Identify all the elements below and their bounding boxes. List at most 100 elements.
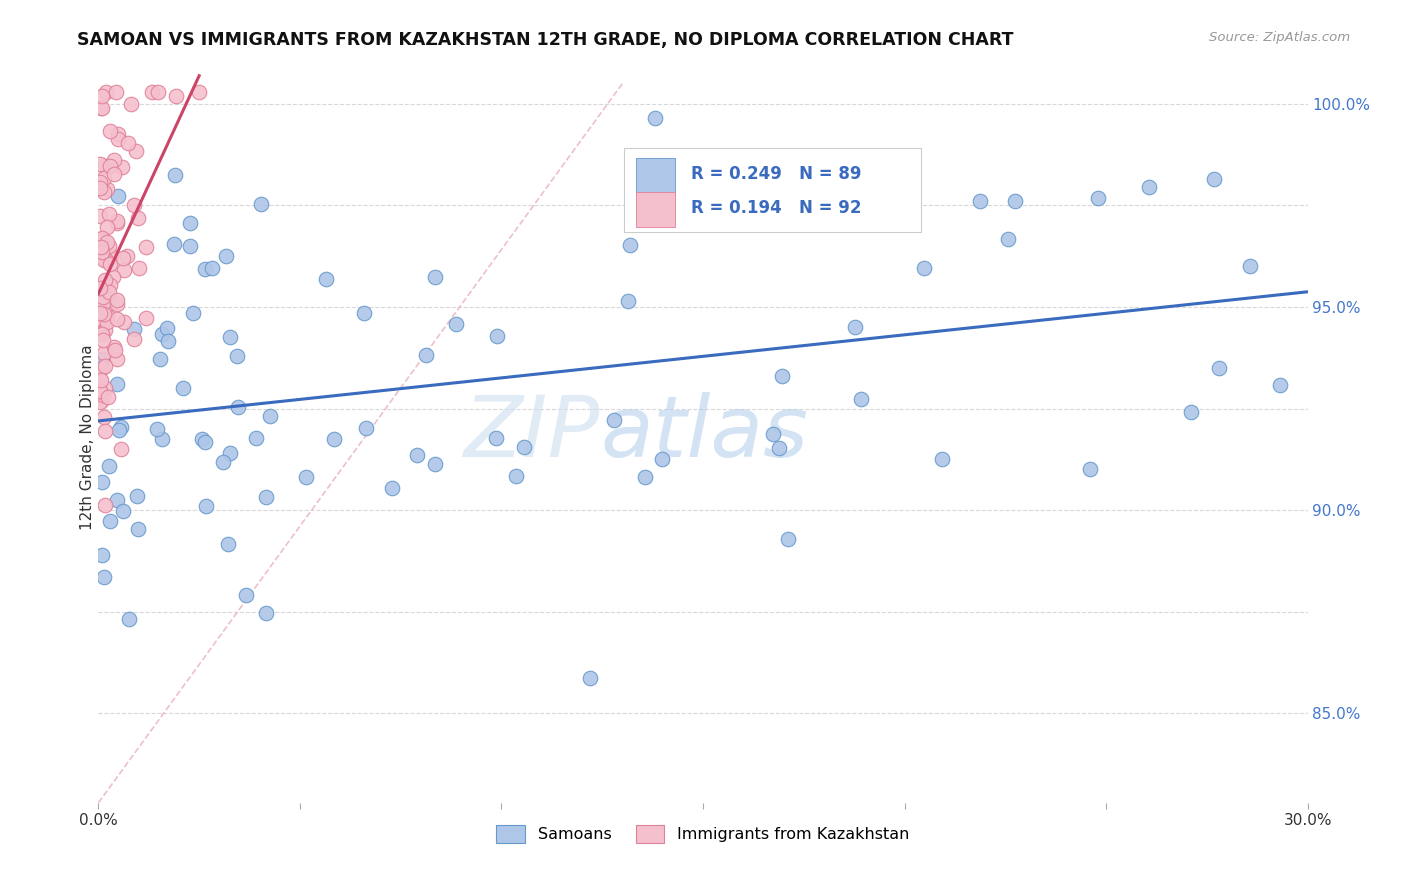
- Point: [101, 296, 124, 310]
- Point: [105, 493, 128, 508]
- Point: [651, 452, 673, 467]
- Point: [146, 85, 169, 99]
- Point: [165, 88, 187, 103]
- Point: [89, 156, 111, 170]
- Point: [294, 470, 316, 484]
- Point: [105, 216, 128, 230]
- Point: [122, 198, 145, 212]
- Point: [128, 260, 150, 275]
- Point: [91, 244, 114, 259]
- Point: [969, 194, 991, 209]
- Point: [89, 384, 111, 399]
- Point: [188, 85, 211, 99]
- Point: [1180, 405, 1202, 419]
- Point: [94, 159, 117, 173]
- Point: [94, 499, 117, 513]
- Point: [1004, 194, 1026, 209]
- Point: [90, 101, 112, 115]
- Point: [425, 269, 447, 284]
- Point: [181, 306, 204, 320]
- Point: [115, 249, 138, 263]
- Point: [103, 167, 125, 181]
- Text: SAMOAN VS IMMIGRANTS FROM KAZAKHSTAN 12TH GRADE, NO DIPLOMA CORRELATION CHART: SAMOAN VS IMMIGRANTS FROM KAZAKHSTAN 12T…: [77, 31, 1014, 49]
- Point: [105, 311, 128, 326]
- Point: [89, 306, 111, 320]
- Point: [163, 237, 186, 252]
- Point: [112, 262, 135, 277]
- Point: [1204, 171, 1226, 186]
- Text: ZIP: ZIP: [464, 392, 600, 475]
- Point: [90, 283, 112, 297]
- Point: [179, 216, 201, 230]
- Point: [141, 85, 163, 99]
- Point: [98, 285, 121, 299]
- Point: [97, 390, 120, 404]
- Point: [93, 294, 115, 309]
- Point: [135, 240, 157, 254]
- Point: [215, 249, 238, 263]
- Point: [103, 153, 125, 167]
- Point: [90, 234, 112, 248]
- Point: [997, 232, 1019, 246]
- Point: [149, 352, 172, 367]
- Point: [103, 340, 125, 354]
- Point: [94, 252, 117, 267]
- Point: [353, 306, 375, 320]
- Point: [150, 433, 173, 447]
- Point: [91, 290, 114, 304]
- Point: [107, 189, 129, 203]
- Point: [644, 112, 666, 126]
- Point: [91, 388, 114, 402]
- Point: [98, 124, 121, 138]
- Point: [259, 409, 281, 423]
- Point: [844, 319, 866, 334]
- Point: [415, 348, 437, 362]
- Point: [135, 311, 157, 326]
- Point: [96, 220, 118, 235]
- Point: [603, 413, 626, 427]
- Point: [112, 251, 135, 265]
- Point: [619, 238, 641, 252]
- Point: [94, 85, 117, 99]
- Point: [98, 159, 121, 173]
- Point: [100, 249, 122, 263]
- Point: [762, 427, 785, 442]
- Point: [912, 260, 935, 275]
- Point: [249, 196, 271, 211]
- Point: [90, 101, 112, 115]
- Point: [770, 369, 793, 384]
- Point: [226, 400, 249, 414]
- Point: [226, 349, 249, 363]
- Point: [127, 211, 149, 225]
- Point: [513, 440, 536, 454]
- Point: [100, 257, 122, 271]
- Point: [768, 206, 790, 220]
- Point: [354, 420, 377, 434]
- Point: [96, 181, 118, 195]
- Point: [245, 431, 267, 445]
- Point: [807, 187, 830, 202]
- Point: [768, 441, 790, 455]
- Text: R = 0.194   N = 92: R = 0.194 N = 92: [690, 199, 862, 217]
- Point: [112, 504, 135, 518]
- Point: [103, 343, 125, 358]
- Point: [1087, 191, 1109, 205]
- Point: [91, 326, 114, 341]
- Point: [1208, 361, 1230, 376]
- Text: atlas: atlas: [600, 392, 808, 475]
- Point: [89, 384, 111, 398]
- Point: [104, 85, 127, 99]
- Point: [776, 532, 799, 546]
- Point: [219, 330, 242, 344]
- Point: [105, 297, 128, 311]
- Point: [93, 171, 115, 186]
- Point: [93, 570, 115, 584]
- Point: [91, 549, 114, 563]
- Point: [485, 431, 508, 445]
- Point: [1268, 377, 1291, 392]
- Point: [90, 360, 112, 375]
- Point: [93, 253, 115, 268]
- FancyBboxPatch shape: [637, 159, 675, 194]
- Point: [486, 328, 509, 343]
- Point: [96, 235, 118, 249]
